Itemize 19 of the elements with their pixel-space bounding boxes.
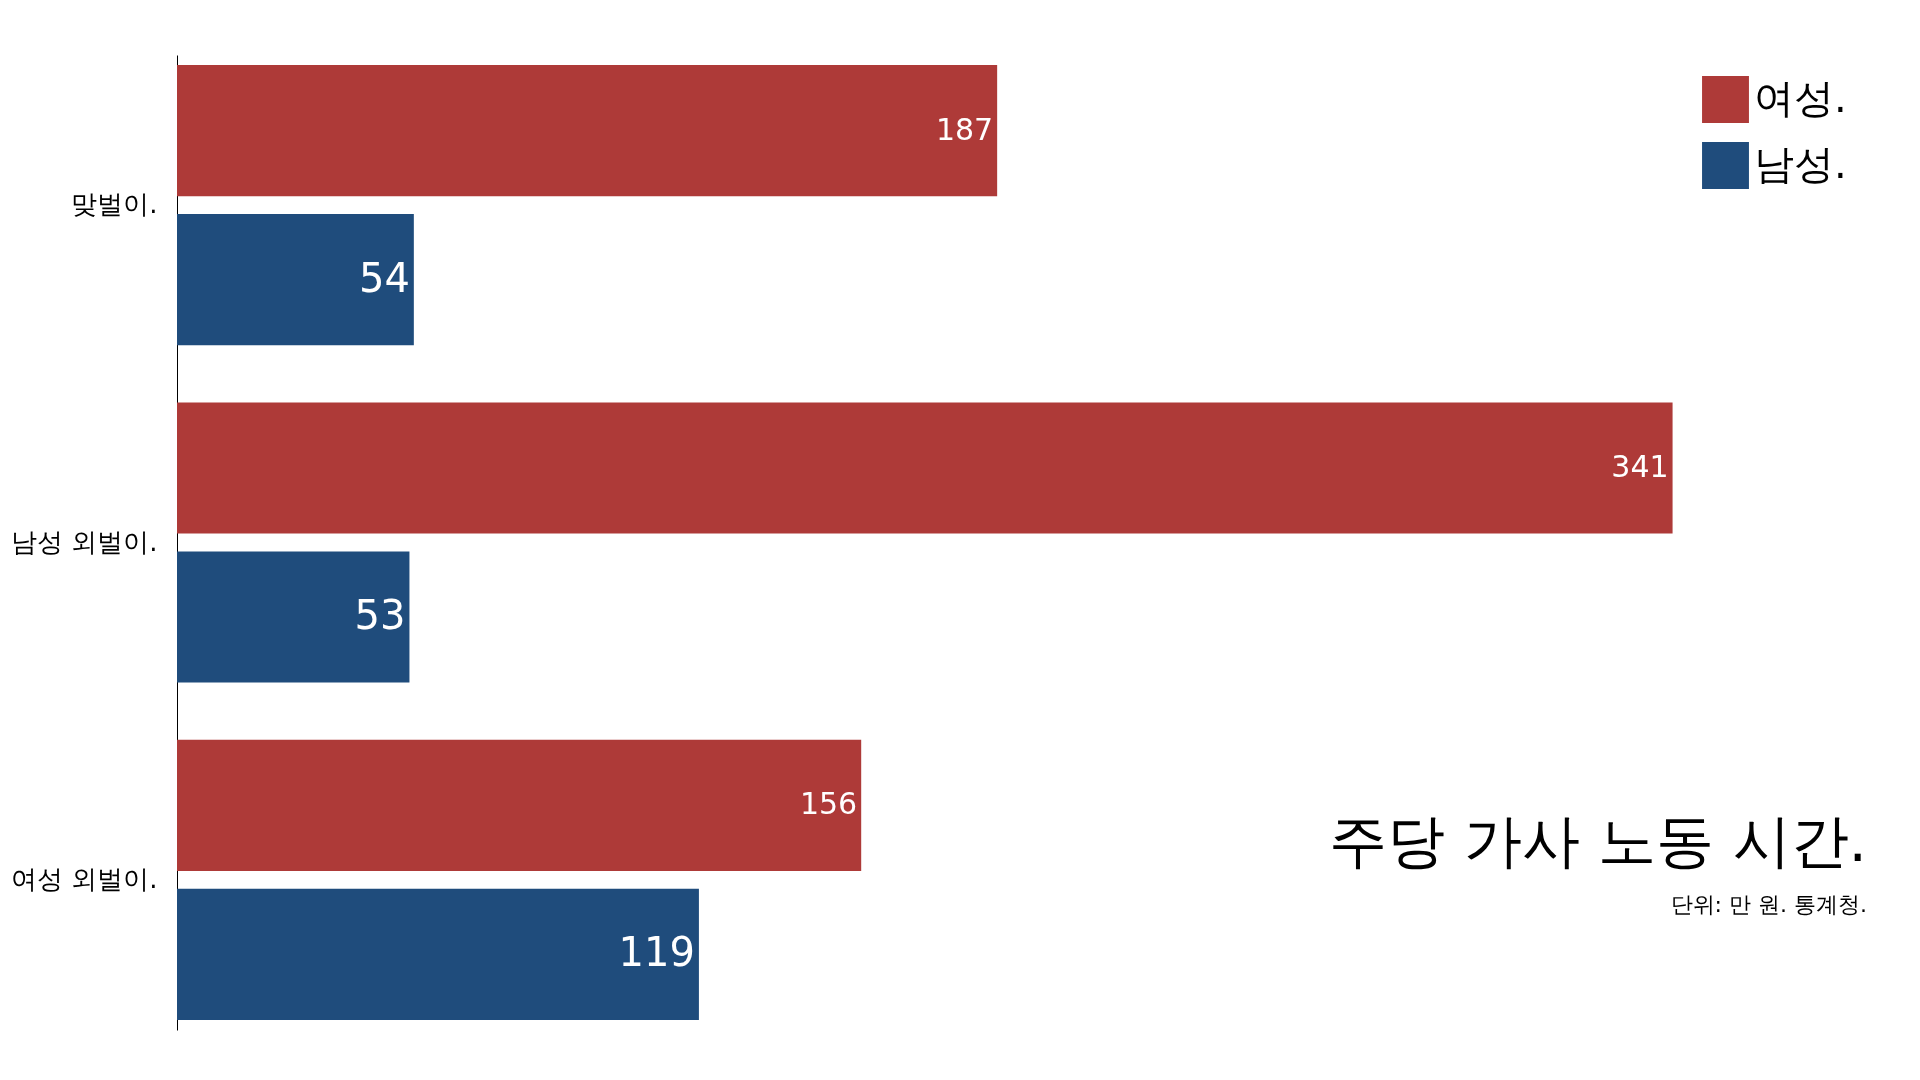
bar [177,214,414,346]
bar [177,551,410,683]
y-tick-label: 남성 외벌이. [10,526,158,557]
bar [177,402,1673,534]
data-label: 53 [354,591,406,638]
data-label: 119 [618,929,695,976]
bar [177,739,862,871]
data-label: 341 [1611,449,1669,485]
legend-label: 남성. [1754,140,1847,187]
bar [177,65,998,197]
annotation: 단위: 만 원. 통계청. [1670,892,1867,917]
text: 주당 가사 노동 시간. [1329,807,1867,875]
data-label: 187 [935,111,994,147]
legend-label: 여성. [1754,74,1847,121]
data-label: 54 [358,254,410,301]
data-label: 156 [799,786,858,822]
y-tick-label: 여성 외벌이. [10,863,158,894]
bar [177,888,699,1020]
y-tick-label: 맞벌이. [71,189,158,220]
